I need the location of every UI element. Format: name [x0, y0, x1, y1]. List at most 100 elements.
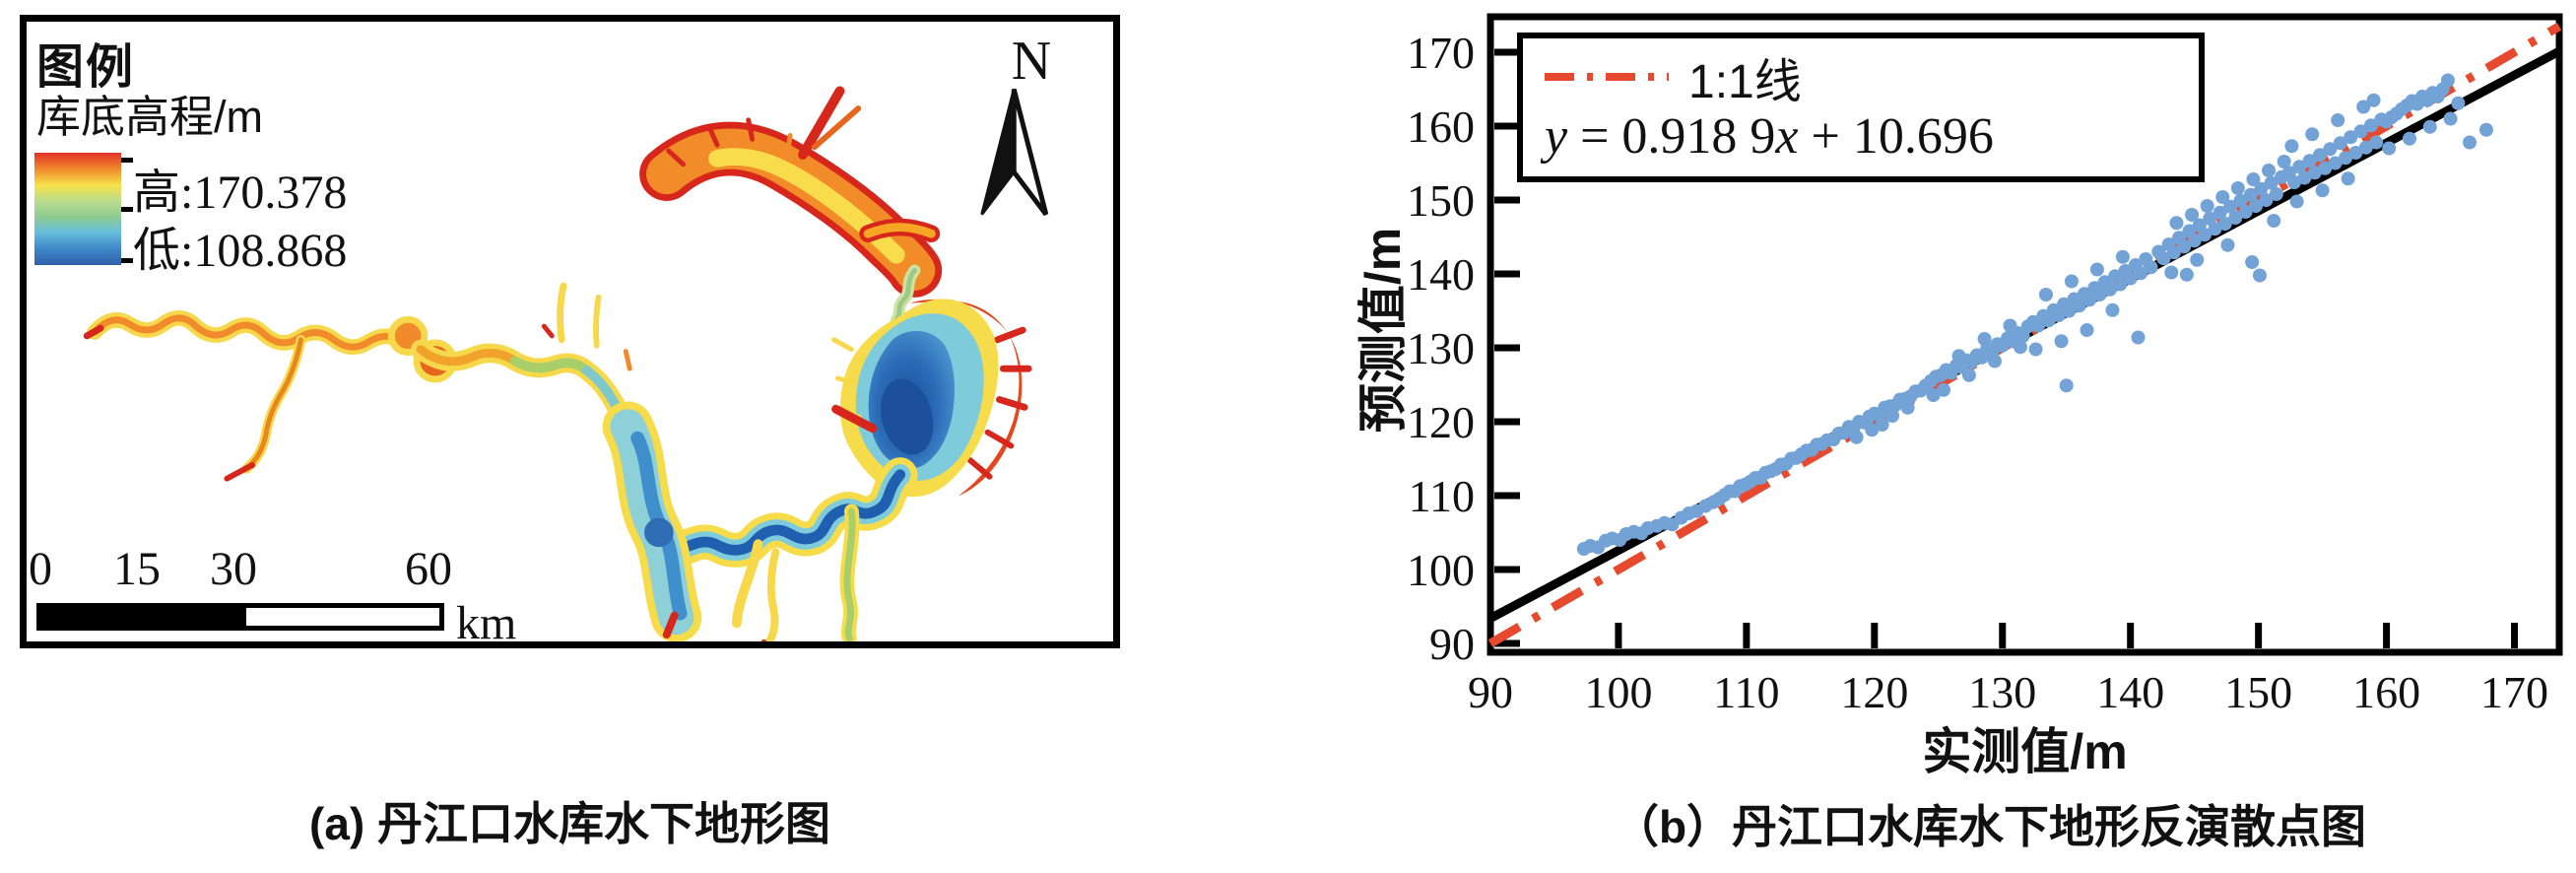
y-tick-label: 120 [1407, 397, 1475, 447]
reservoir-map-art [83, 86, 1049, 641]
scatter-point [1743, 474, 1757, 489]
scatter-point [2208, 222, 2222, 236]
scatter-point [2287, 175, 2302, 189]
map-panel: 图例 库底高程/m 高:170.378 低:108.868 N 0 15 30 … [20, 15, 1120, 649]
scatter-point [2105, 302, 2120, 317]
scatter-point [2366, 93, 2381, 107]
caption-panel-a: (a) 丹江口水库水下地形图 [309, 798, 830, 849]
scatter-point [2339, 151, 2352, 166]
map-legend-layer-label: 库底高程/m [36, 92, 263, 142]
scalebar-label-0: 0 [29, 543, 52, 595]
scatter-point [1849, 430, 1864, 444]
scatter-point [1862, 409, 1877, 424]
colorbar-high-label: 高:170.378 [133, 167, 348, 219]
scatter-point [2198, 228, 2213, 242]
scatter-point [2341, 171, 2355, 186]
scatter-point [1763, 464, 1778, 479]
scatter-point [2379, 114, 2394, 129]
x-tick-label: 110 [1713, 667, 1779, 717]
scalebar-label-15: 15 [113, 543, 161, 595]
northeast-arm [639, 86, 943, 327]
elevation-colorbar [34, 153, 121, 265]
y-tick-label: 160 [1407, 101, 1475, 152]
scatter-point [2233, 193, 2248, 208]
scatter-point [2269, 187, 2283, 201]
scatter-point [2051, 308, 2066, 322]
scatter-point [2006, 334, 2020, 349]
scatter-point [2478, 122, 2493, 137]
y-tick-label: 130 [1407, 323, 1475, 373]
scatter-point [2353, 124, 2368, 139]
scalebar-white-segment [241, 603, 444, 631]
scatter-point [2025, 314, 2040, 329]
scatter-point [1738, 477, 1752, 492]
scatter-point [1773, 457, 1788, 472]
scatter-point [1873, 407, 1887, 422]
scatter-point [2041, 313, 2056, 328]
scatter-point [2389, 106, 2404, 121]
scatter-point [2102, 282, 2117, 297]
scatter-point [1995, 338, 2010, 353]
scatter-point [2254, 181, 2269, 196]
scatter-point [2281, 166, 2296, 180]
scatter-point [2318, 161, 2333, 175]
x-tick-label: 130 [1968, 667, 2036, 717]
scatter-point [2169, 216, 2184, 231]
x-axis-title: 实测值/m [1922, 724, 2128, 779]
scatter-point [2131, 330, 2146, 345]
main-lake [831, 299, 1032, 498]
scatter-point [2245, 255, 2260, 269]
scatter-point [2297, 170, 2312, 185]
north-label: N [1011, 31, 1052, 92]
identity-line-sample-icon [1545, 73, 1669, 81]
scatter-point [2451, 96, 2466, 110]
scatter-point [1722, 484, 1737, 499]
scatter-point [1964, 355, 1979, 369]
scatter-point [2259, 193, 2274, 207]
scatter-point [1936, 382, 1950, 397]
scatter-point [1951, 349, 1966, 364]
scatter-point [2082, 293, 2097, 307]
scatter-point [2315, 183, 2330, 198]
scatter-point [2328, 156, 2343, 170]
scatter-point [2011, 326, 2025, 340]
scatter-point [2249, 199, 2264, 213]
equation-end: + 10.696 [1798, 108, 1994, 165]
scatter-point [2182, 224, 2197, 238]
scatter-point [1900, 400, 1915, 415]
scatter-point [2384, 110, 2399, 124]
scatter-point [1944, 366, 1958, 380]
scatter-point [2164, 265, 2179, 280]
scatter-point [1878, 400, 1892, 415]
scatter-point [2333, 136, 2347, 151]
scatter-point [1892, 392, 1907, 407]
scatter-point [2144, 260, 2158, 275]
scatter-point [2028, 342, 2043, 357]
scatter-point [1682, 506, 1696, 520]
scatter-point [2203, 211, 2217, 226]
scatter-point [1819, 433, 1834, 447]
caption-panel-b: （b）丹江口水库水下地形反演散点图 [1613, 801, 2367, 852]
scatter-point [1831, 427, 1846, 440]
scatter-point [1810, 437, 1824, 452]
scatter-point [2382, 141, 2397, 156]
scatter-point [2402, 131, 2416, 146]
scatter-point [1712, 492, 1727, 505]
map-legend-title: 图例 [36, 41, 136, 94]
scatter-point [2435, 82, 2450, 97]
scatter-point [1728, 484, 1743, 499]
scatter-point [1923, 373, 1938, 388]
scatter-point [2151, 244, 2166, 259]
scatter-point [1875, 418, 1889, 432]
y-tick-label: 110 [1409, 471, 1475, 521]
x-tick-label: 90 [1468, 667, 1513, 717]
scatter-point [2289, 194, 2304, 209]
deep-channel [654, 457, 918, 568]
scatter-point [2108, 269, 2123, 284]
scatter-point [2156, 251, 2171, 266]
scatter-point [2307, 166, 2322, 180]
plot-legend-box: 1:1线 y = 0.918 9x + 10.696 [1517, 33, 2205, 182]
scatter-point [1977, 332, 1992, 346]
scatter-point [2348, 146, 2363, 160]
